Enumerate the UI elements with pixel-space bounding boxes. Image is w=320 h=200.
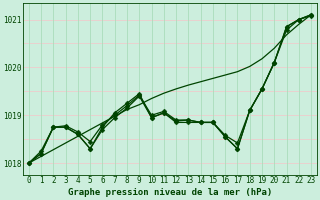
X-axis label: Graphe pression niveau de la mer (hPa): Graphe pression niveau de la mer (hPa) xyxy=(68,188,272,197)
